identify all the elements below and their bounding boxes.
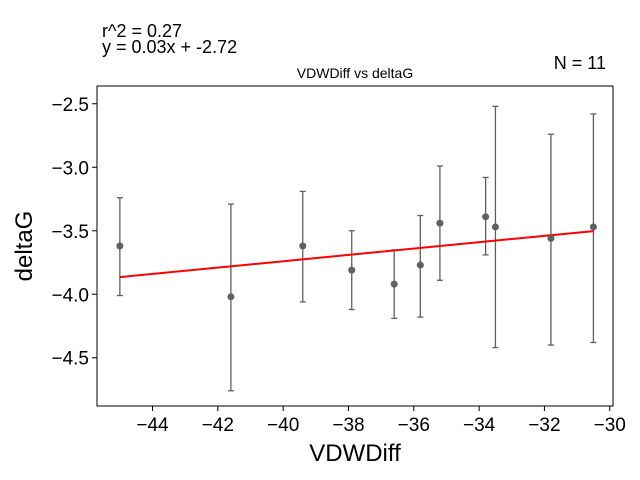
- plot-frame: [96, 85, 614, 407]
- x-tick-label: −40: [267, 415, 299, 436]
- regression-line: [119, 230, 594, 279]
- plot-area: [116, 105, 597, 392]
- x-tick-label: −34: [463, 415, 496, 436]
- data-point: [589, 223, 597, 231]
- y-axis-label: deltaG: [11, 211, 38, 282]
- data-point: [116, 242, 124, 250]
- axis-ticks: −44 −42 −40 −38 −36 −34 −32 −30 −2.5 −3.0 −3.5 −4.0…: [51, 95, 625, 436]
- data-point: [416, 261, 424, 269]
- x-tick-label: −36: [398, 415, 430, 436]
- sample-count-annotation: N = 11: [554, 53, 606, 73]
- regression-equation-annotation: y = 0.03x + -2.72: [102, 37, 237, 57]
- data-point: [390, 280, 398, 288]
- data-point: [482, 213, 490, 221]
- y-tick-label: −4.0: [51, 285, 89, 306]
- y-tick-label: −3.5: [51, 222, 89, 243]
- data-point: [227, 293, 235, 301]
- x-tick-label: −38: [332, 415, 364, 436]
- data-point: [491, 223, 499, 231]
- data-point: [547, 234, 555, 242]
- y-tick-label: −3.0: [51, 158, 89, 179]
- x-tick-label: −32: [528, 415, 560, 436]
- x-tick-label: −42: [202, 415, 234, 436]
- x-axis-label: VDWDiff: [309, 440, 401, 467]
- r-squared-annotation: r^2 = 0.27: [102, 21, 182, 41]
- data-point: [348, 266, 356, 274]
- x-tick-label: −44: [136, 415, 169, 436]
- x-tick-label: −30: [594, 415, 626, 436]
- data-point: [436, 219, 444, 227]
- data-point: [299, 242, 307, 250]
- y-tick-label: −2.5: [51, 95, 89, 116]
- y-tick-label: −4.5: [51, 349, 89, 370]
- chart-title: VDWDiff vs deltaG: [297, 65, 413, 81]
